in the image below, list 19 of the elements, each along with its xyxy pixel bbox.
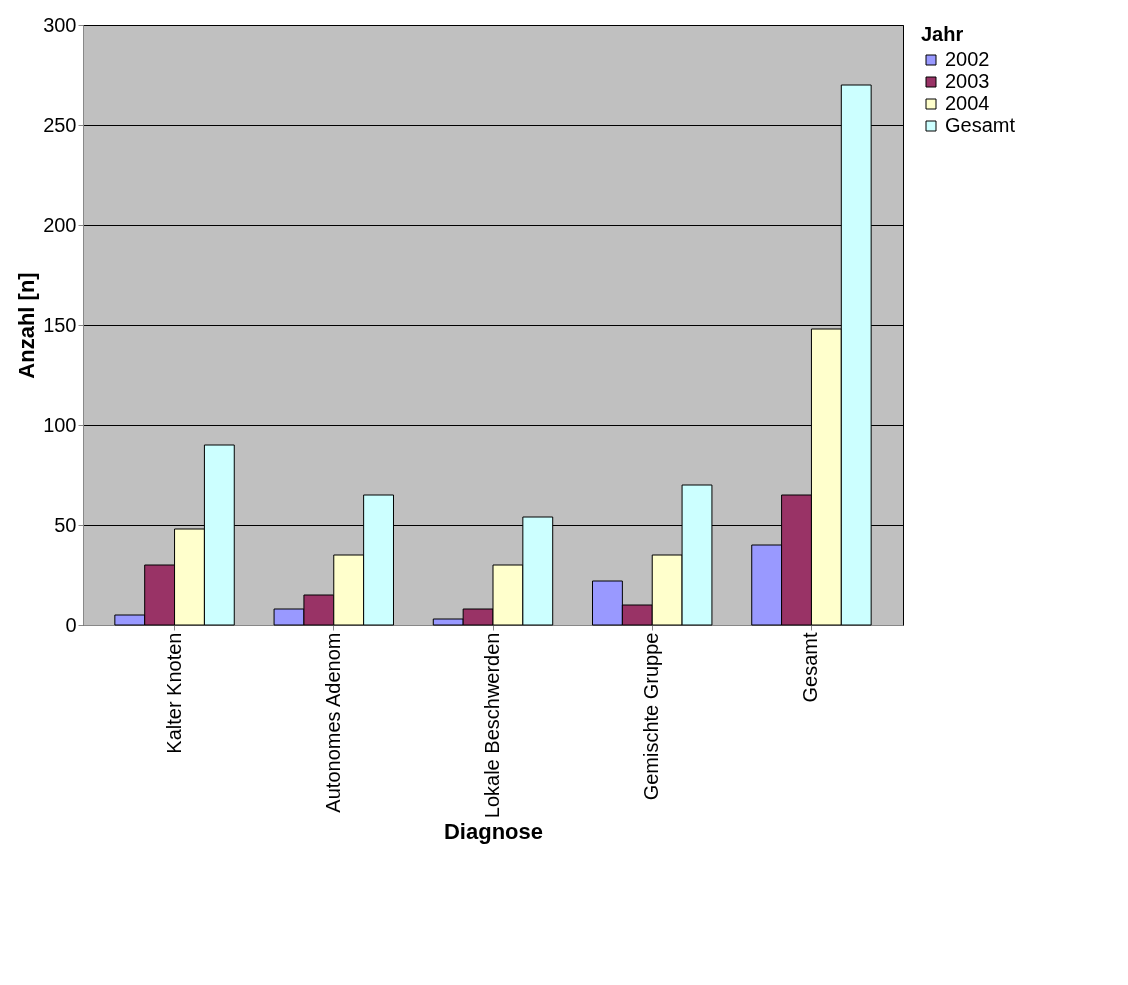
y-tick-label: 150: [43, 313, 77, 336]
legend-label: 2003: [945, 70, 990, 92]
y-tick-label: 200: [43, 213, 77, 236]
x-axis-title: Diagnose: [443, 819, 544, 845]
x-tick-label: Autonomes Adenom: [321, 632, 344, 813]
y-tick-label: 250: [43, 113, 77, 136]
y-tick-label: 50: [54, 513, 77, 536]
legend-label: 2002: [945, 48, 990, 70]
legend-label: 2004: [945, 92, 990, 114]
y-tick-label: 100: [43, 413, 77, 436]
y-tick-label: 0: [65, 613, 77, 636]
x-tick-label: Lokale Beschwerden: [481, 632, 503, 819]
y-axis-title: Anzahl [n]: [14, 272, 40, 379]
legend-title: Jahr: [921, 23, 964, 45]
legend-label: Gesamt: [945, 114, 1016, 136]
x-tick-label: Kalter Knoten: [162, 632, 185, 754]
x-tick-label: Gemischte Gruppe: [640, 632, 663, 801]
x-tick-label: Gesamt: [799, 632, 822, 703]
y-tick-label: 300: [43, 13, 77, 36]
